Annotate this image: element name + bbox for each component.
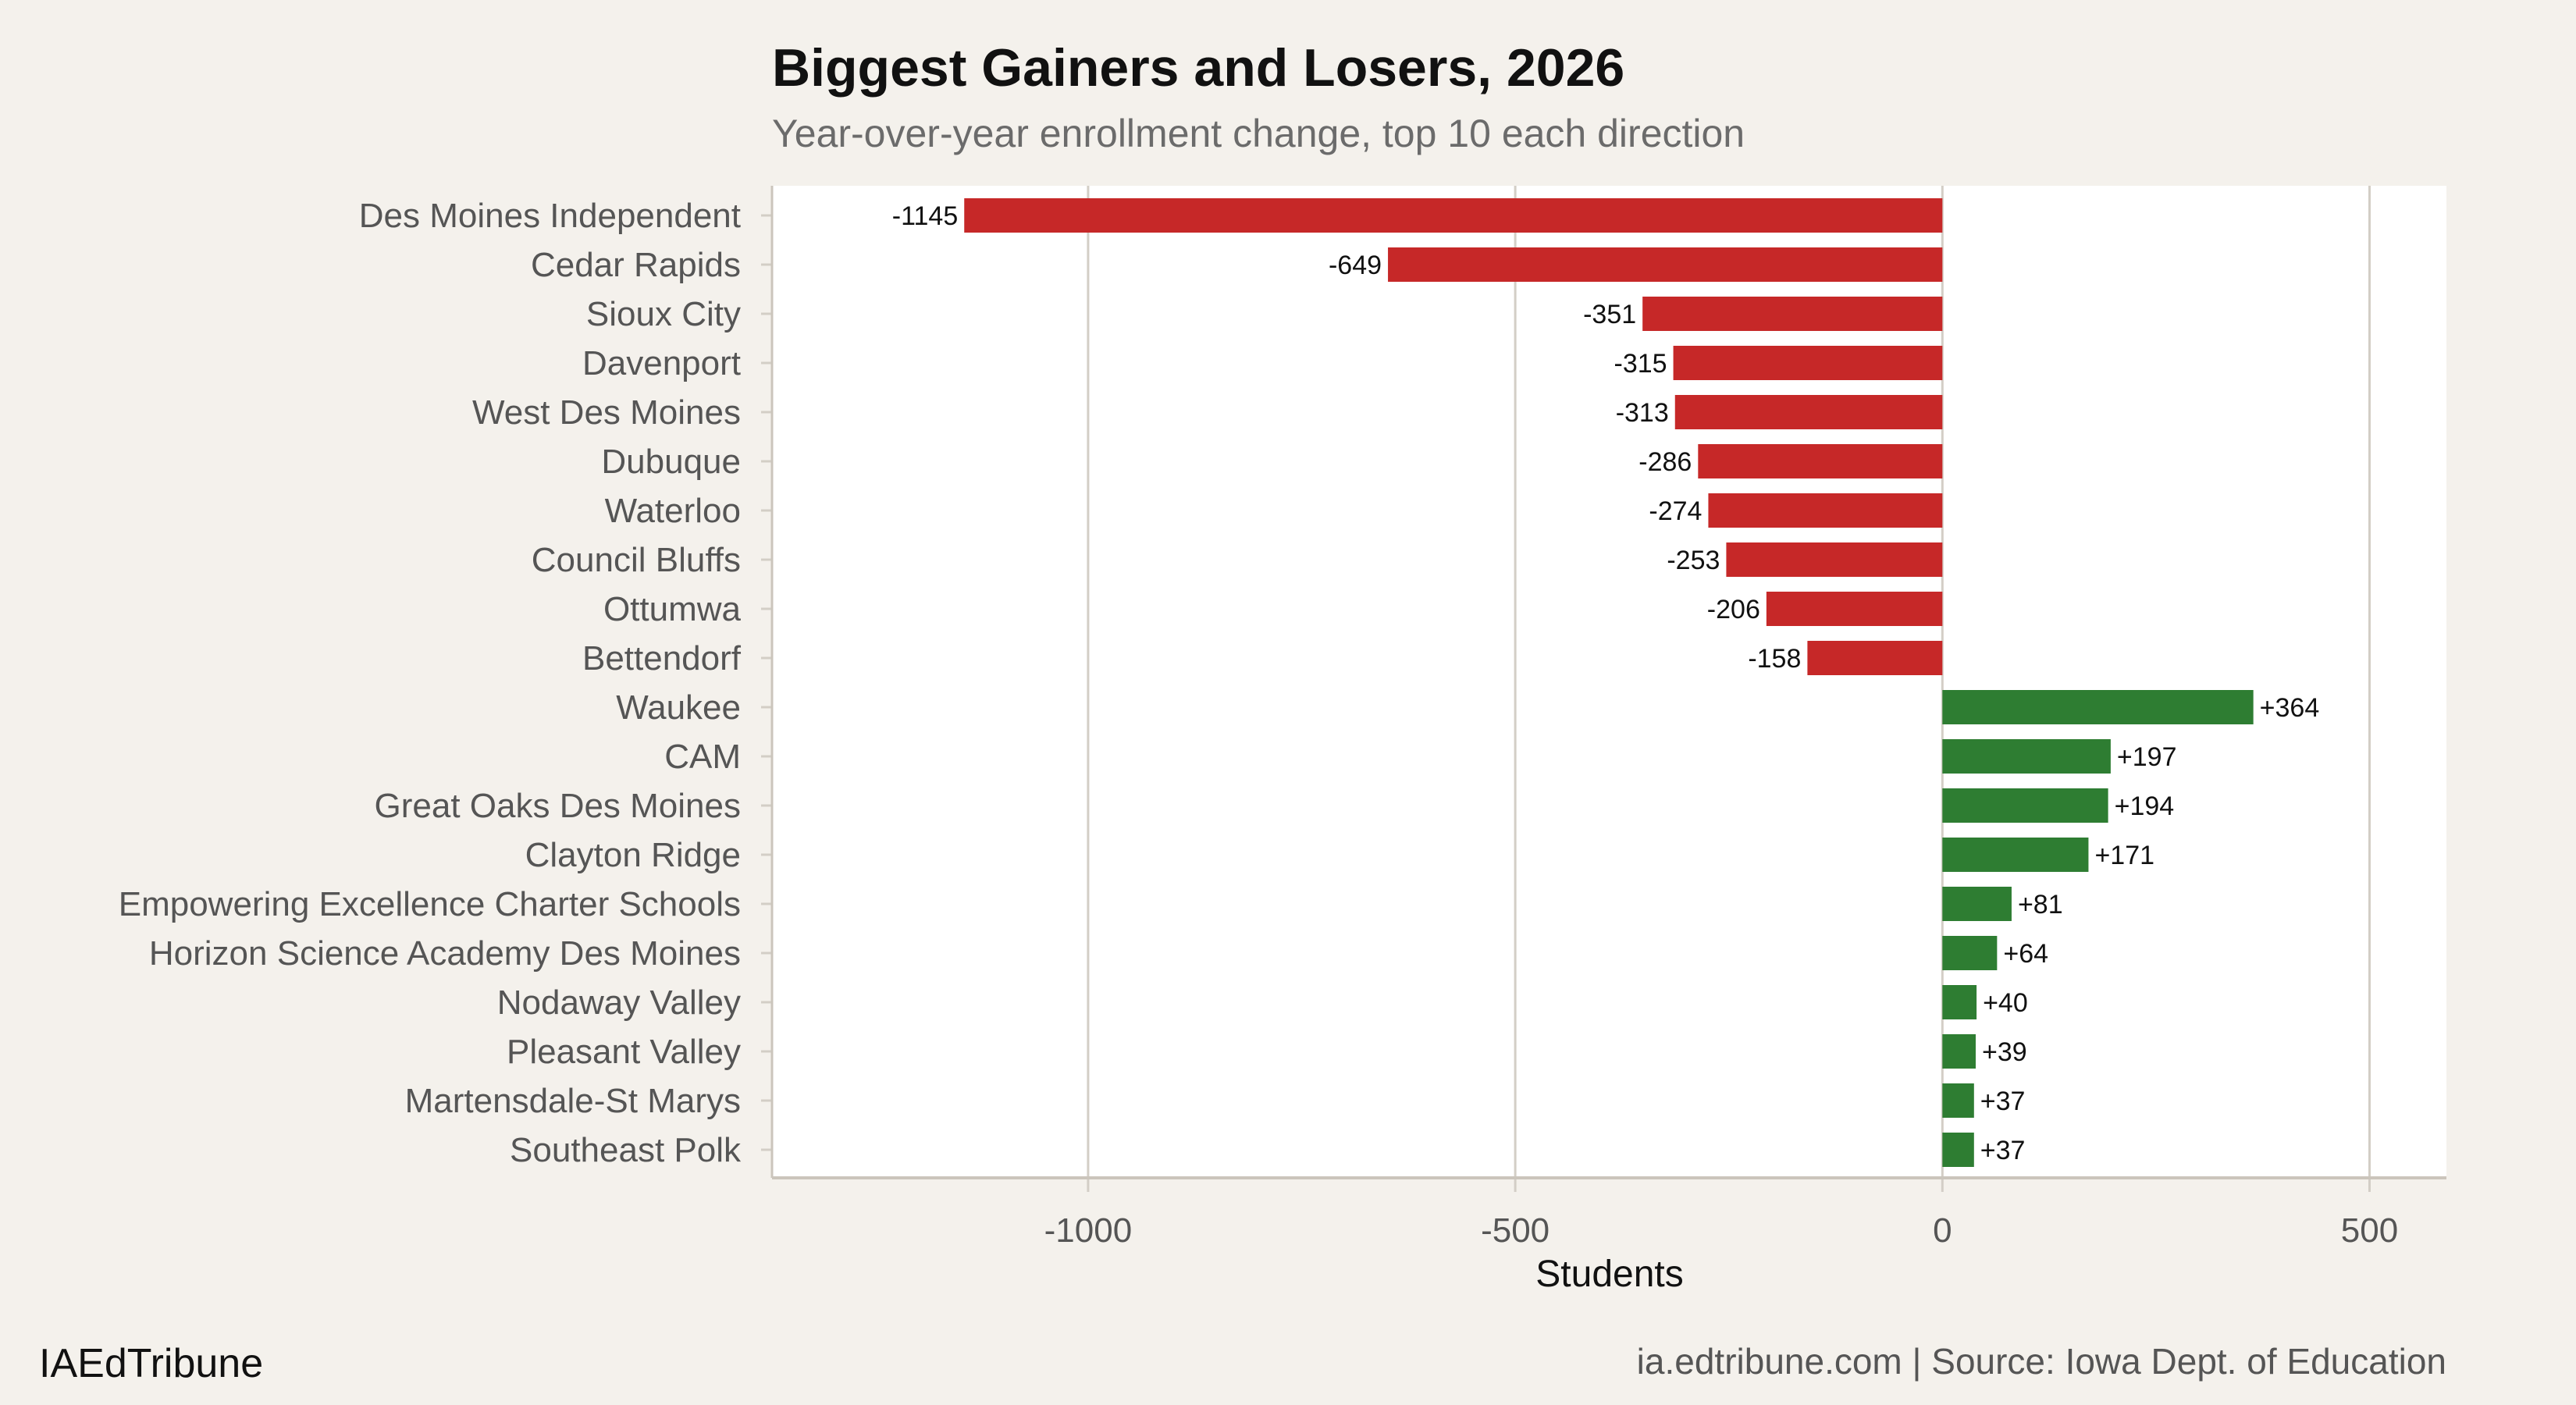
- category-label: Pleasant Valley: [507, 1033, 741, 1071]
- data-label: +364: [2260, 693, 2320, 723]
- data-label: +37: [1980, 1136, 2026, 1165]
- data-label: +81: [2018, 890, 2063, 919]
- category-label: Clayton Ridge: [525, 836, 741, 874]
- category-label: Des Moines Independent: [359, 197, 741, 235]
- data-label: +39: [1982, 1037, 2027, 1067]
- x-tick-label: 500: [2341, 1211, 2398, 1250]
- x-axis-label: Students: [1535, 1254, 1683, 1295]
- x-tick-label: -1000: [1044, 1211, 1133, 1250]
- category-label: Cedar Rapids: [531, 246, 741, 284]
- bar: [1388, 247, 1943, 282]
- bar: [964, 198, 1943, 233]
- bar: [1708, 493, 1943, 528]
- bar: [1942, 985, 1977, 1019]
- category-label: Sioux City: [586, 295, 741, 333]
- bar: [1942, 1083, 1974, 1118]
- bar: [1766, 592, 1943, 626]
- bar: [1642, 297, 1943, 331]
- data-label: +197: [2117, 742, 2177, 772]
- category-label: Great Oaks Des Moines: [375, 787, 742, 825]
- bar: [1942, 690, 2254, 724]
- category-label: Martensdale-St Marys: [405, 1082, 741, 1120]
- data-label: -206: [1707, 595, 1760, 624]
- data-label: +40: [1983, 988, 2028, 1018]
- category-label: Waukee: [616, 688, 741, 727]
- bar: [1942, 1133, 1974, 1167]
- source-label: ia.edtribune.com | Source: Iowa Dept. of…: [1637, 1341, 2446, 1382]
- data-label: -351: [1583, 300, 1636, 329]
- bar: [1674, 395, 1943, 429]
- category-label: West Des Moines: [472, 393, 741, 432]
- category-label: CAM: [664, 738, 741, 776]
- category-label: Empowering Excellence Charter Schools: [119, 885, 741, 923]
- category-label: Davenport: [582, 344, 741, 382]
- category-label: Dubuque: [601, 443, 741, 481]
- bar: [1942, 788, 2108, 823]
- bar: [1807, 641, 1943, 675]
- bar: [1942, 838, 2089, 872]
- brand-label: IAEdTribune: [39, 1341, 263, 1386]
- category-label: Nodaway Valley: [497, 984, 741, 1022]
- data-label: +194: [2115, 791, 2175, 821]
- data-label: -274: [1649, 496, 1702, 526]
- data-label: +37: [1980, 1087, 2026, 1116]
- bar: [1673, 346, 1943, 380]
- data-label: -315: [1614, 349, 1667, 379]
- chart-subtitle: Year-over-year enrollment change, top 10…: [772, 112, 1745, 155]
- bar: [1726, 542, 1943, 577]
- category-label: Horizon Science Academy Des Moines: [149, 934, 741, 973]
- data-label: +171: [2094, 841, 2154, 870]
- bar: [1942, 887, 2012, 921]
- category-label: Ottumwa: [603, 590, 742, 628]
- data-label: +64: [2003, 939, 2048, 969]
- category-label: Southeast Polk: [510, 1131, 742, 1169]
- data-label: -649: [1329, 251, 1382, 280]
- x-tick-label: -500: [1481, 1211, 1550, 1250]
- data-label: -313: [1616, 398, 1669, 428]
- bar: [1942, 1034, 1976, 1069]
- data-label: -286: [1638, 447, 1692, 477]
- data-label: -158: [1748, 644, 1801, 674]
- bar: [1698, 444, 1943, 478]
- category-label: Council Bluffs: [532, 541, 741, 579]
- chart-title: Biggest Gainers and Losers, 2026: [772, 38, 1624, 98]
- plot-panel: [772, 186, 2446, 1178]
- bar: [1942, 936, 1998, 970]
- category-label: Bettendorf: [582, 639, 742, 678]
- data-label: -1145: [892, 201, 958, 231]
- x-tick-label: 0: [1933, 1211, 1952, 1250]
- category-label: Waterloo: [605, 492, 741, 530]
- data-label: -253: [1667, 546, 1720, 575]
- bar: [1942, 739, 2111, 774]
